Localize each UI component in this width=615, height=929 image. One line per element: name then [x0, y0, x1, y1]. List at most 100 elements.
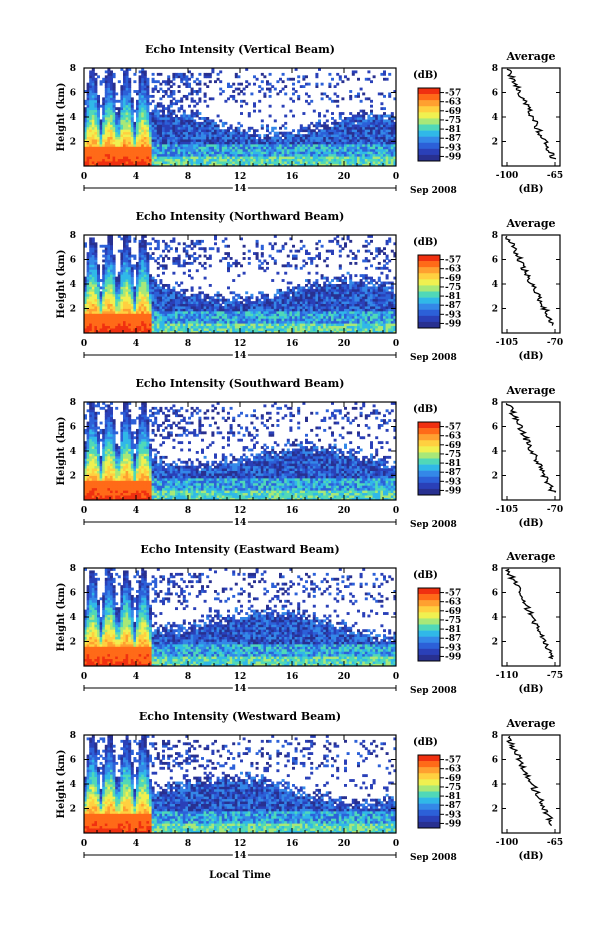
heatmap-cell — [299, 146, 303, 150]
heatmap-cell — [219, 156, 223, 160]
heatmap-cell — [102, 313, 106, 317]
heatmap-cell — [167, 82, 171, 86]
heatmap-cell — [141, 323, 145, 327]
heatmap-cell — [146, 301, 150, 304]
heatmap-cell — [211, 156, 215, 160]
heatmap-cell — [336, 143, 340, 147]
heatmap-cell — [146, 90, 150, 93]
heatmap-cell — [328, 163, 332, 167]
heatmap-cell — [154, 161, 158, 164]
heatmap-cell — [91, 90, 95, 93]
heatmap-cell — [159, 330, 163, 334]
heatmap-cell — [232, 296, 236, 300]
heatmap-cell — [299, 163, 303, 167]
heatmap-cell — [107, 139, 111, 142]
heatmap-cell — [245, 141, 249, 145]
heatmap-cell — [198, 136, 202, 140]
heatmap-cell — [104, 124, 108, 128]
heatmap-cell — [336, 148, 340, 152]
heatmap-cell — [341, 97, 345, 101]
heatmap-cell — [271, 323, 275, 327]
heatmap-cell — [86, 134, 90, 137]
heatmap-cell — [110, 75, 113, 79]
heatmap-cell — [362, 119, 366, 123]
heatmap-cell — [206, 104, 210, 108]
heatmap-cell — [240, 325, 243, 329]
heatmap-cell — [253, 146, 256, 150]
heatmap-cell — [198, 318, 202, 322]
average-y-tick-label: 8 — [492, 64, 498, 74]
heatmap-cell — [357, 139, 360, 142]
heatmap-cell — [182, 153, 186, 157]
heatmap-cell — [229, 303, 233, 307]
heatmap-cell — [320, 124, 324, 128]
heatmap-cell — [91, 107, 95, 111]
heatmap-cell — [219, 119, 223, 123]
heatmap-cell — [208, 254, 212, 258]
heatmap-cell — [281, 325, 285, 329]
heatmap-cell — [117, 143, 121, 147]
heatmap-cell — [302, 151, 306, 155]
heatmap-cell — [120, 325, 124, 329]
heatmap-cell — [188, 303, 191, 307]
heatmap-cell — [120, 68, 124, 71]
heatmap-cell — [253, 109, 256, 113]
heatmap-cell — [143, 70, 147, 74]
heatmap-cell — [333, 134, 337, 137]
heatmap-cell — [224, 320, 228, 324]
heatmap-cell — [289, 281, 293, 285]
heatmap-cell — [255, 310, 259, 314]
heatmap-cell — [224, 298, 228, 302]
heatmap-cell — [219, 153, 223, 157]
heatmap-cell — [117, 114, 121, 118]
heatmap-cell — [180, 310, 184, 314]
heatmap-cell — [120, 85, 124, 88]
heatmap-cell — [97, 158, 100, 162]
heatmap-cell — [263, 158, 267, 162]
heatmap-cell — [125, 298, 129, 302]
heatmap-cell — [110, 254, 113, 258]
heatmap-cell — [146, 87, 150, 91]
heatmap-cell — [177, 90, 181, 93]
heatmap-cell — [143, 306, 147, 309]
heatmap-cell — [364, 146, 368, 150]
heatmap-cell — [268, 72, 272, 76]
heatmap-cell — [385, 119, 389, 123]
heatmap-cell — [120, 323, 124, 327]
heatmap-cell — [102, 330, 106, 334]
heatmap-cell — [214, 146, 217, 150]
heatmap-cell — [141, 257, 145, 260]
heatmap-cell — [107, 328, 111, 331]
heatmap-cell — [331, 131, 334, 135]
heatmap-cell — [138, 139, 142, 142]
heatmap-cell — [224, 131, 228, 135]
heatmap-cell — [97, 107, 100, 111]
heatmap-cell — [201, 117, 204, 120]
heatmap-cell — [268, 163, 272, 167]
heatmap-cell — [232, 320, 236, 324]
heatmap-cell — [190, 293, 194, 297]
heatmap-cell — [143, 153, 147, 157]
heatmap-cell — [151, 286, 155, 290]
heatmap-cell — [141, 151, 145, 155]
heatmap-cell — [276, 328, 280, 331]
heatmap-cell — [188, 82, 191, 86]
heatmap-cell — [281, 303, 285, 307]
heatmap-cell — [320, 143, 324, 147]
heatmap-cell — [107, 291, 111, 295]
heatmap-cell — [91, 254, 95, 258]
heatmap-cell — [123, 131, 126, 135]
heatmap-cell — [112, 320, 116, 324]
heatmap-cell — [115, 310, 119, 314]
heatmap-cell — [193, 301, 197, 304]
heatmap-cell — [260, 163, 264, 167]
heatmap-cell — [190, 318, 194, 322]
heatmap-cell — [99, 134, 103, 137]
heatmap-cell — [221, 153, 225, 157]
heatmap-cell — [84, 107, 87, 111]
heatmap-cell — [364, 156, 368, 160]
heatmap-cell — [198, 82, 202, 86]
heatmap-cell — [97, 296, 100, 300]
heatmap-cell — [151, 119, 155, 123]
heatmap-cell — [281, 156, 285, 160]
